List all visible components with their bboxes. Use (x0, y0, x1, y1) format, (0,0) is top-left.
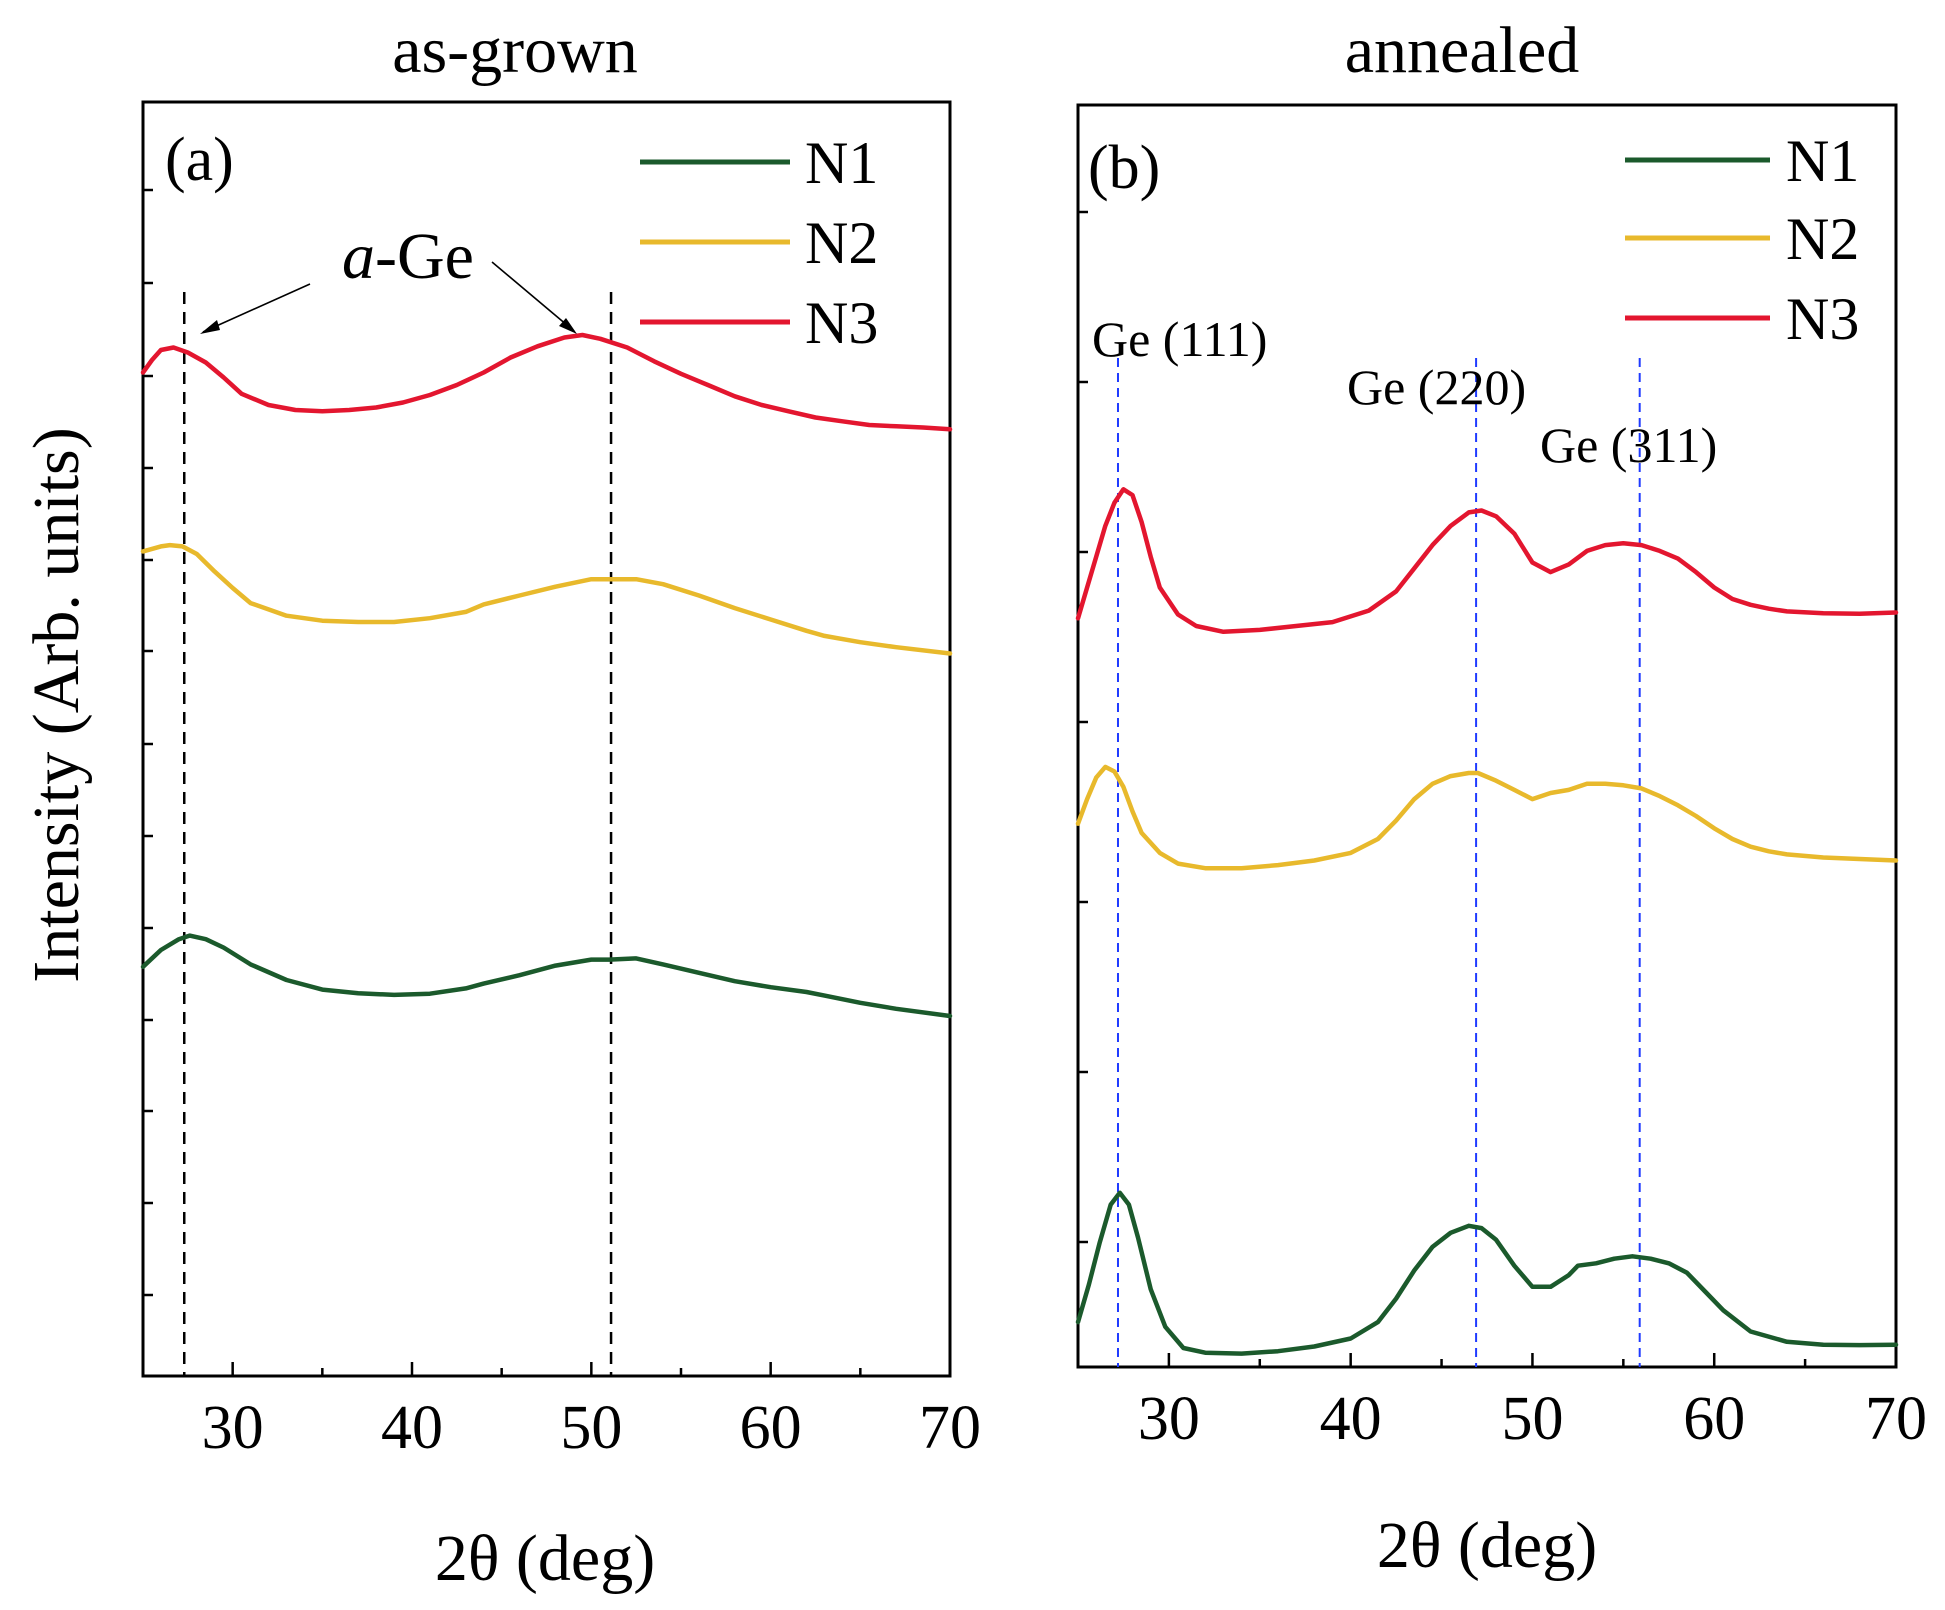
series-n2-line (140, 542, 953, 656)
series-n3-line (140, 332, 953, 432)
panel-b: annealed 30 40 50 60 70 (b) Ge (111) Ge (220… (1075, 14, 1927, 1582)
panel-a-label: (a) (165, 126, 234, 194)
x-tick-label: 40 (381, 1394, 443, 1462)
a-ge-annotation: a-Ge (342, 220, 474, 293)
panel-a-legend: N1 N2 N3 (640, 130, 878, 356)
panel-a-curves (140, 332, 953, 1019)
a-ge-arrow-left-head (200, 320, 220, 334)
x-tick-label: 60 (740, 1394, 802, 1462)
legend-label-n2: N2 (805, 210, 878, 276)
series-n3-line (1075, 487, 1899, 635)
panel-a-x-axis-title: 2θ (deg) (435, 1522, 655, 1595)
a-ge-arrow-right (491, 261, 575, 332)
ge-111-label: Ge (111) (1092, 311, 1267, 367)
legend-label-n3: N3 (805, 290, 878, 356)
panel-b-y-ticks (1078, 210, 1088, 1244)
panel-b-x-ticks: 30 40 50 60 70 (1076, 1353, 1927, 1453)
panel-a-reference-lines (182, 292, 613, 1376)
legend-label-n1: N1 (805, 130, 878, 196)
panel-b-title: annealed (1345, 14, 1580, 87)
a-ge-italic-prefix: a (342, 220, 375, 293)
a-ge-suffix: -Ge (375, 220, 474, 293)
panel-a: as-grown 30 40 50 60 70 (a) a-Ge N1 N2 N3 2θ (… (140, 14, 981, 1595)
legend-label-n1: N1 (1786, 128, 1859, 194)
panel-b-frame (1076, 103, 1898, 1369)
x-tick-label: 50 (560, 1394, 622, 1462)
panel-a-frame (141, 100, 952, 1378)
a-ge-arrow-right-head (559, 318, 577, 334)
x-tick-label: 70 (1865, 1385, 1927, 1453)
panel-b-x-axis-title: 2θ (deg) (1377, 1509, 1597, 1582)
legend-label-n2: N2 (1786, 206, 1859, 272)
x-tick-label: 30 (202, 1394, 264, 1462)
panel-b-label: (b) (1088, 134, 1160, 202)
series-n1-line (1075, 1190, 1899, 1356)
x-tick-label: 60 (1683, 1385, 1745, 1453)
panel-a-y-ticks (143, 188, 153, 1297)
a-ge-arrow-left (202, 283, 311, 333)
ge-220-label: Ge (220) (1347, 359, 1526, 415)
panel-a-title: as-grown (392, 14, 638, 87)
x-tick-label: 40 (1320, 1385, 1382, 1453)
panel-b-reference-lines (1116, 358, 1641, 1367)
x-tick-label: 70 (919, 1394, 981, 1462)
x-tick-label: 50 (1501, 1385, 1563, 1453)
x-tick-label: 30 (1138, 1385, 1200, 1453)
ge-311-label: Ge (311) (1540, 417, 1717, 473)
series-n2-line (1075, 764, 1899, 871)
y-axis-title: Intensity (Arb. units) (20, 427, 93, 982)
legend-label-n3: N3 (1786, 286, 1859, 352)
a-ge-arrows (200, 261, 577, 334)
panel-b-curves (1075, 487, 1899, 1356)
series-n1-line (140, 933, 953, 1019)
panel-a-x-ticks: 30 40 50 60 70 (141, 1362, 981, 1462)
panel-b-legend: N1 N2 N3 (1625, 128, 1859, 352)
